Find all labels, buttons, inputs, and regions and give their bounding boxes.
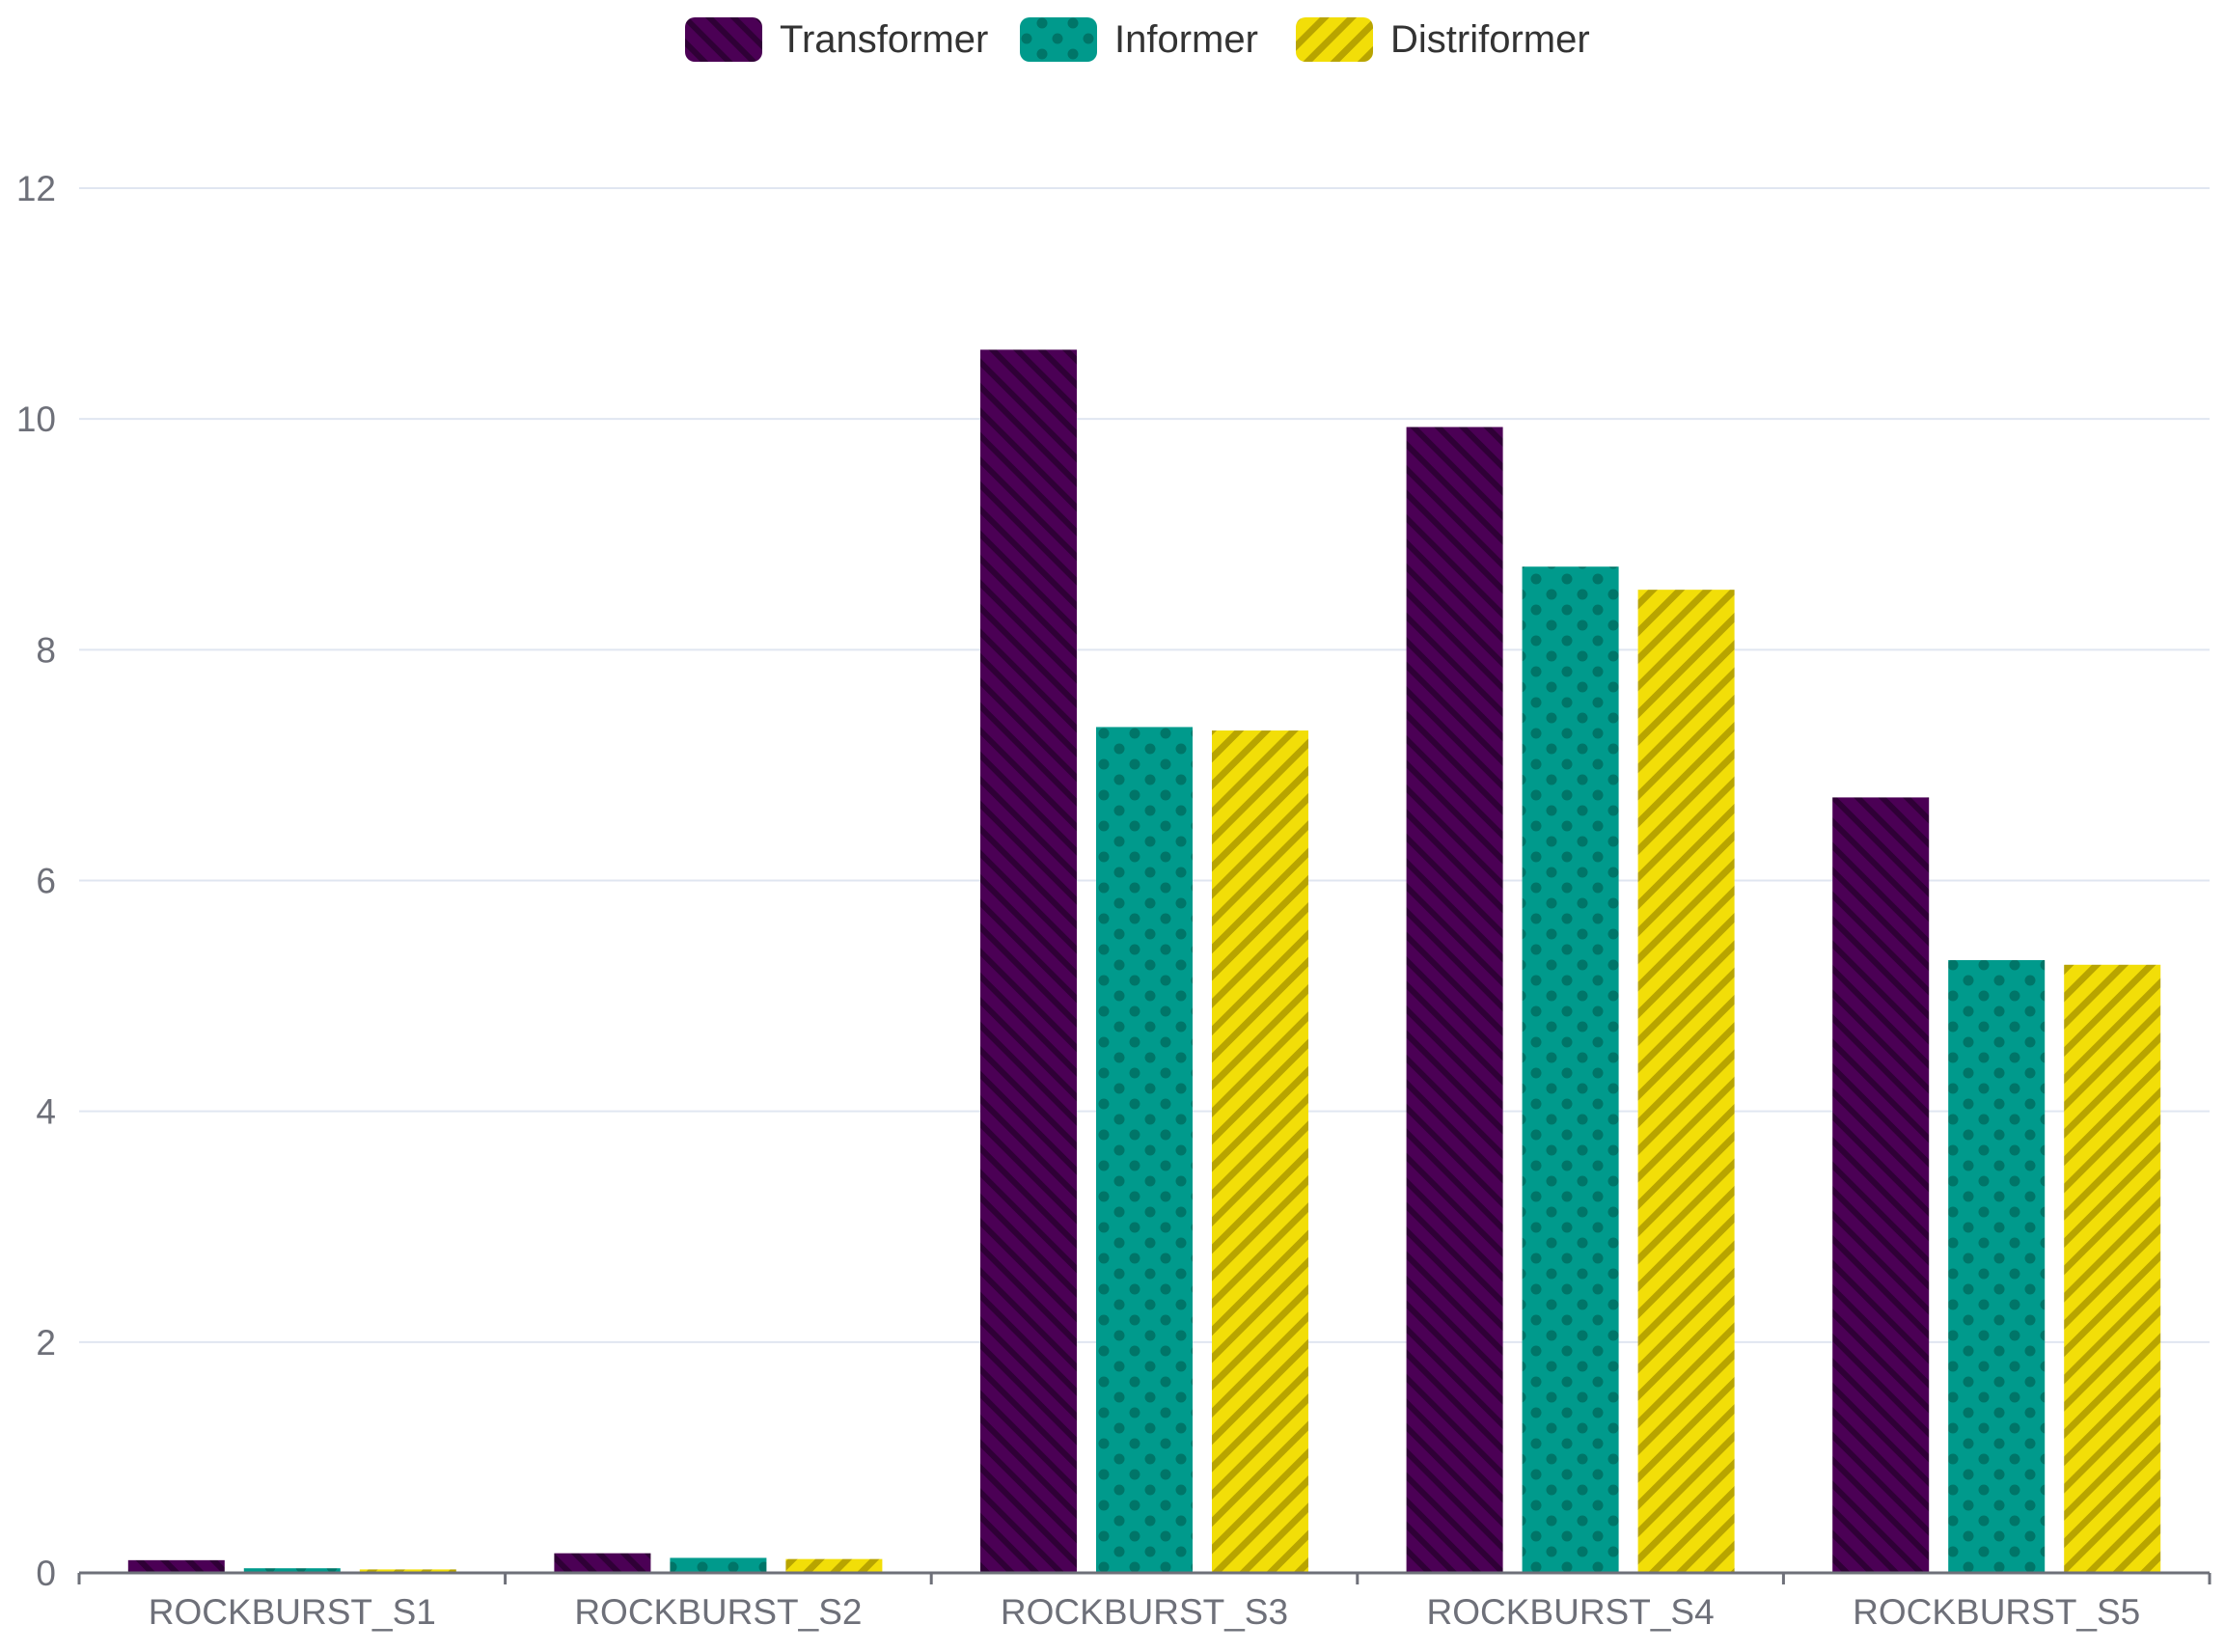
y-axis-tick-labels: 0 2 4 6 8 10 12 — [16, 169, 56, 1593]
legend-label: Transformer — [780, 18, 988, 61]
bar-transformer-rockburst_s1 — [127, 1559, 225, 1573]
x-category-label: ROCKBURST_S5 — [1853, 1592, 2140, 1632]
y-tick-label: 4 — [36, 1092, 56, 1132]
bar-distriformer-rockburst_s1 — [359, 1569, 456, 1573]
bar-informer-rockburst_s2 — [670, 1557, 767, 1573]
x-category-label: ROCKBURST_S1 — [149, 1592, 436, 1632]
bar-informer-rockburst_s1 — [243, 1568, 341, 1573]
legend-item-distriformer[interactable]: Distriformer — [1296, 17, 1590, 62]
bar-transformer-rockburst_s3 — [980, 349, 1077, 1574]
legend-item-informer[interactable]: Informer — [1020, 17, 1258, 62]
x-category-label: ROCKBURST_S3 — [1001, 1592, 1288, 1632]
y-tick-label: 12 — [16, 169, 56, 208]
x-category-label: ROCKBURST_S4 — [1427, 1592, 1715, 1632]
legend-swatch — [1296, 17, 1373, 62]
bar-distriformer-rockburst_s5 — [2064, 964, 2161, 1573]
legend-label: Informer — [1114, 18, 1258, 61]
y-tick-label: 8 — [36, 630, 56, 670]
bar-informer-rockburst_s3 — [1096, 727, 1193, 1573]
y-tick-label: 6 — [36, 862, 56, 901]
x-axis: ROCKBURST_S1 ROCKBURST_S2 ROCKBURST_S3 ROCK… — [77, 1571, 2211, 1632]
bar-transformer-rockburst_s4 — [1406, 427, 1503, 1574]
y-tick-label: 2 — [36, 1323, 56, 1363]
bar-series-group — [127, 349, 2161, 1574]
legend: Transformer Informer Distriformer — [685, 17, 1590, 62]
y-tick-label: 0 — [36, 1554, 56, 1593]
bar-distriformer-rockburst_s3 — [1212, 730, 1308, 1573]
legend-swatch — [1020, 17, 1097, 62]
y-tick-label: 10 — [16, 399, 56, 439]
legend-item-transformer[interactable]: Transformer — [685, 17, 988, 62]
bar-informer-rockburst_s4 — [1522, 566, 1619, 1573]
bar-transformer-rockburst_s2 — [554, 1553, 651, 1573]
bar-transformer-rockburst_s5 — [1832, 797, 1930, 1573]
bar-distriformer-rockburst_s2 — [785, 1558, 883, 1573]
bar-distriformer-rockburst_s4 — [1637, 590, 1735, 1573]
legend-label: Distriformer — [1390, 18, 1590, 61]
x-category-label: ROCKBURST_S2 — [574, 1592, 862, 1632]
legend-swatch — [685, 17, 762, 62]
bar-informer-rockburst_s5 — [1948, 960, 2046, 1573]
